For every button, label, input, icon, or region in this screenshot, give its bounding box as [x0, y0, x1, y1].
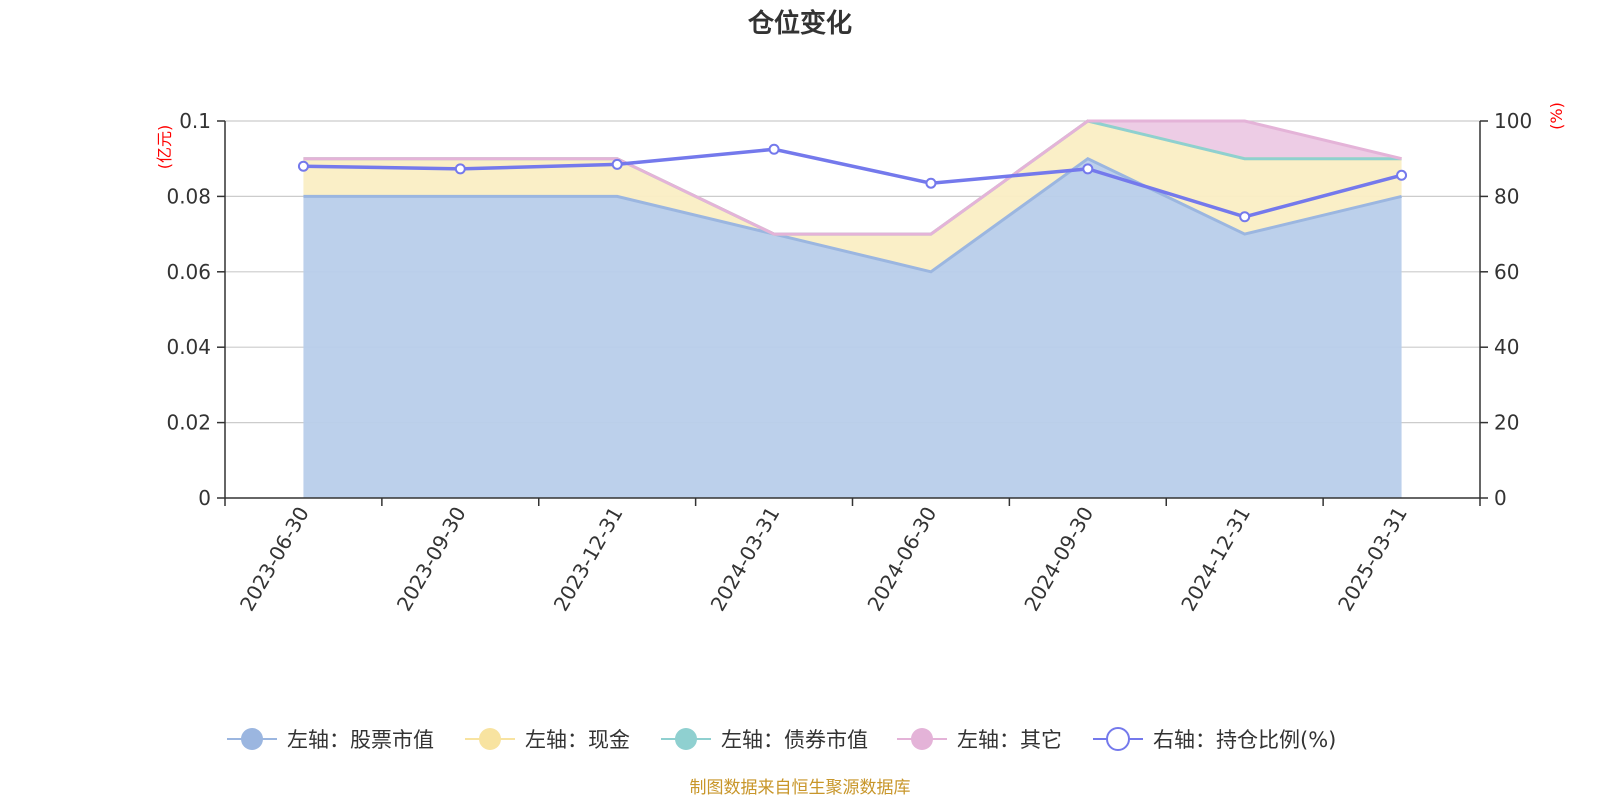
x-tick-label: 2023-09-30 [392, 503, 471, 616]
legend-label: 右轴：持仓比例(%) [1153, 728, 1336, 752]
ratio-point [454, 163, 466, 175]
x-tick-label: 2025-03-31 [1333, 503, 1412, 616]
legend: 左轴：股票市值 左轴：现金 左轴：债券市值 左轴：其它 右轴：持仓比例(%) [227, 727, 1336, 752]
legend-marker [911, 728, 933, 750]
left-tick-label: 0.04 [166, 335, 211, 359]
stacked-areas [303, 119, 1402, 498]
left-tick-label: 0.08 [166, 184, 211, 208]
x-tick-label: 2024-03-31 [705, 503, 784, 616]
legend-item: 左轴：债券市值 [661, 728, 868, 752]
right-tick-label: 80 [1494, 184, 1519, 208]
left-axis-unit: (亿元) [155, 125, 174, 170]
ratio-line [303, 147, 1403, 219]
legend-item: 左轴：其它 [897, 728, 1062, 752]
ratio-point [768, 143, 780, 155]
source-note: 制图数据来自恒生聚源数据库 [690, 778, 911, 798]
area-outline [303, 156, 1402, 274]
ratio-point [1239, 211, 1251, 223]
x-tick-label: 2024-12-31 [1176, 503, 1255, 616]
chart-title: 仓位变化 [747, 8, 852, 39]
legend-label: 左轴：其它 [957, 728, 1062, 752]
ratio-point [1082, 163, 1094, 175]
left-tick-label: 0.06 [166, 260, 211, 284]
right-tick-label: 100 [1494, 109, 1532, 133]
x-tick-label: 2023-06-30 [235, 503, 314, 616]
legend-marker [1106, 727, 1130, 751]
ratio-point [297, 160, 309, 172]
area-fill [303, 158, 1402, 498]
legend-marker [241, 728, 263, 750]
legend-marker [675, 728, 697, 750]
ratio-point [1396, 169, 1408, 181]
legend-item: 左轴：现金 [465, 728, 630, 752]
legend-marker [479, 728, 501, 750]
left-tick-label: 0 [198, 486, 211, 510]
left-tick-label: 0.02 [166, 411, 211, 435]
legend-item: 左轴：股票市值 [227, 728, 434, 752]
right-axis-unit: (%) [1547, 102, 1566, 130]
x-tick-label: 2024-06-30 [862, 503, 941, 616]
ratio-line-series [297, 143, 1408, 223]
legend-label: 左轴：股票市值 [287, 728, 434, 752]
right-tick-label: 20 [1494, 411, 1519, 435]
right-tick-label: 0 [1494, 486, 1507, 510]
x-tick-label: 2024-09-30 [1019, 503, 1098, 616]
legend-label: 左轴：现金 [525, 728, 630, 752]
x-tick-label: 2023-12-31 [549, 503, 628, 616]
legend-item: 右轴：持仓比例(%) [1093, 727, 1336, 752]
right-tick-label: 60 [1494, 260, 1519, 284]
left-tick-label: 0.1 [179, 109, 211, 133]
ratio-point [611, 158, 623, 170]
legend-label: 左轴：债券市值 [721, 728, 868, 752]
ratio-point [925, 177, 937, 189]
right-tick-label: 40 [1494, 335, 1519, 359]
area-outline [303, 119, 1402, 236]
